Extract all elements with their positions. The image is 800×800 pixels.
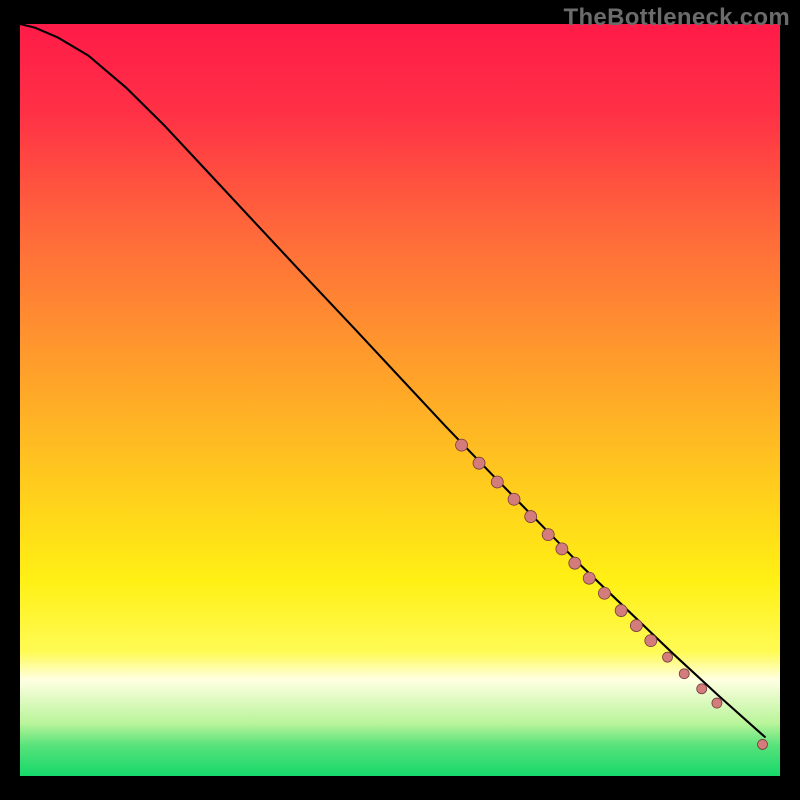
watermark-text: TheBottleneck.com	[564, 4, 790, 32]
curve-marker	[473, 457, 485, 469]
curve-marker	[615, 605, 627, 617]
curve-marker	[679, 669, 689, 679]
curve-marker	[569, 557, 581, 569]
curve-marker	[508, 493, 520, 505]
curve-marker	[630, 620, 642, 632]
curve-marker	[598, 587, 610, 599]
curve-marker	[491, 476, 503, 488]
curve-marker	[758, 739, 768, 749]
chart-stage: TheBottleneck.com	[0, 0, 800, 800]
curve-marker	[645, 635, 657, 647]
curve-marker	[542, 529, 554, 541]
curve-marker	[712, 698, 722, 708]
gradient-background	[20, 24, 780, 776]
curve-marker	[583, 572, 595, 584]
curve-marker	[556, 543, 568, 555]
curve-marker	[663, 652, 673, 662]
gradient-curve-chart	[0, 0, 800, 800]
curve-marker	[697, 684, 707, 694]
curve-marker	[456, 439, 468, 451]
curve-marker	[525, 511, 537, 523]
